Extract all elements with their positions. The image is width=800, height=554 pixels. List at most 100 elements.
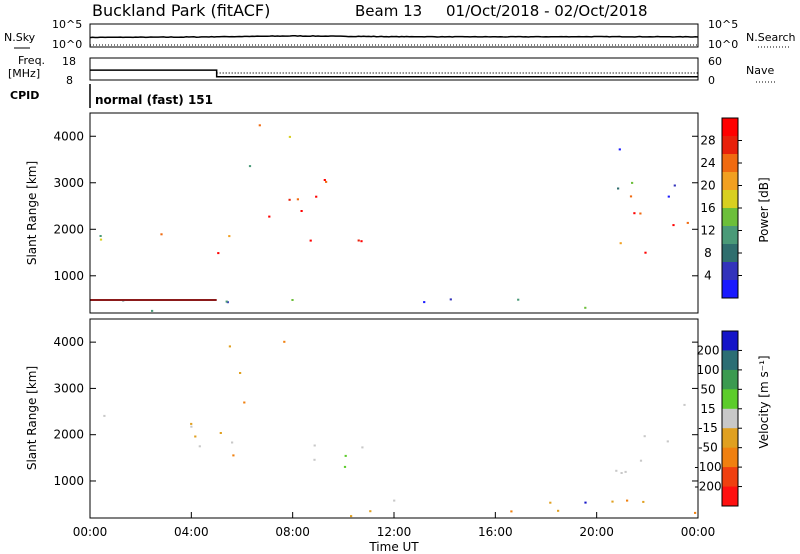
velocity-colorbar-tick-label: 100 [697, 363, 720, 377]
velocity-pixel [694, 511, 697, 514]
velocity-ylabel: Slant Range [km] [25, 366, 39, 470]
velocity-y-ticks: 1000 2000 3000 4000 [53, 335, 698, 488]
velocity-colorbar-swatch [722, 447, 738, 468]
velocity-colorbar-frame [721, 330, 739, 507]
velocity-pixel [624, 470, 627, 473]
beam-label: Beam 13 [355, 2, 422, 20]
sky-noise-panel [89, 23, 699, 48]
velocity-pixel [350, 515, 353, 518]
cpid-label: CPID [10, 89, 39, 102]
velocity-pixel [219, 432, 222, 434]
search-label: N.Search [746, 31, 796, 44]
nave-tick-top: 60 [708, 55, 722, 68]
velocity-panel-frame [90, 319, 698, 518]
power-pixel [300, 210, 303, 212]
velocity-colorbar-swatch [722, 428, 738, 449]
velocity-colorbar-tick-label: 200 [697, 343, 720, 357]
power-pixel [360, 240, 363, 243]
power-colorbar-swatch [722, 226, 738, 245]
power-pixel [423, 301, 426, 304]
power-pixel [667, 195, 670, 198]
power-colorbar-swatch [722, 172, 738, 191]
velocity-pixel [510, 510, 513, 513]
nave-label: Nave [746, 64, 774, 77]
velocity-pixel [557, 509, 560, 512]
power-pixel [325, 180, 328, 183]
power-pixel [357, 239, 360, 242]
power-colorbar-label: Power [dB] [757, 177, 771, 242]
frequency-panel [89, 57, 699, 81]
power-ylabel: Slant Range [km] [25, 161, 39, 265]
search-tick-top-right: 10^5 [708, 18, 738, 31]
velocity-pixel [361, 446, 364, 449]
power-pixel [248, 165, 252, 168]
nave-tick-bottom: 0 [708, 74, 715, 87]
freq-tick-bottom: 8 [66, 74, 73, 87]
velocity-x-ticks: 00:00 04:00 08:00 12:00 16:00 20:00 00:00 [73, 512, 715, 539]
power-panel-border [89, 112, 699, 314]
power-colorbar-swatch [722, 154, 738, 173]
x-tick-label: 16:00 [478, 525, 513, 539]
power-pixel [296, 198, 299, 201]
velocity-pixel [639, 459, 643, 462]
power-pixel [228, 235, 231, 238]
velocity-pixel [615, 469, 618, 472]
power-pixel [617, 187, 620, 190]
velocity-colorbar-swatch [722, 369, 738, 390]
velocity-colorbar-tick-label: -100 [694, 460, 721, 474]
velocity-pixel [313, 444, 316, 447]
velocity-pixel [194, 435, 197, 438]
power-y-ticks: 1000 2000 3000 4000 [53, 129, 698, 283]
velocity-pixel [642, 500, 645, 503]
power-panel-frame [90, 113, 698, 313]
power-pixel [315, 195, 318, 198]
velocity-colorbar-tick-label: -50 [698, 441, 718, 455]
x-tick-label: 12:00 [377, 525, 412, 539]
velocity-data-layer [103, 340, 697, 518]
velocity-panel: 1000 2000 3000 4000 00:00 04:00 08:00 12:00 16:… [25, 318, 715, 554]
velocity-pixel [666, 440, 669, 443]
power-pixel [323, 179, 326, 181]
time-axis-label: Time UT [368, 540, 419, 554]
velocity-pixel [683, 403, 686, 406]
velocity-pixel [283, 340, 286, 343]
power-colorbar: 4 8 12 16 20 24 28 [700, 117, 742, 299]
power-pixel [151, 309, 154, 312]
power-pixel [686, 221, 689, 224]
power-y-tick-label: 1000 [53, 269, 84, 283]
power-pixel [288, 135, 291, 138]
sky-tick-bottom-left: 10^0 [52, 38, 82, 51]
velocity-pixel [626, 499, 629, 502]
velocity-colorbar-swatch [722, 331, 738, 351]
power-pixel [631, 181, 634, 184]
power-colorbar-tick-label: 4 [704, 269, 712, 283]
power-y-tick-label: 3000 [53, 176, 84, 190]
power-pixel [268, 215, 271, 218]
power-pixel [644, 251, 647, 254]
power-pixel [633, 212, 636, 215]
velocity-pixel [549, 501, 552, 504]
power-colorbar-tick-label: 8 [704, 246, 712, 260]
x-tick-label: 00:00 [73, 525, 108, 539]
velocity-pixel [198, 445, 201, 448]
freq-label: Freq. [18, 54, 45, 67]
power-pixel [449, 298, 452, 301]
velocity-colorbar-swatch [722, 467, 738, 487]
power-y-tick-label: 4000 [53, 129, 84, 143]
velocity-pixel [344, 454, 347, 457]
power-pixel [584, 306, 587, 309]
velocity-y-tick-label: 3000 [53, 381, 84, 395]
x-tick-label: 08:00 [275, 525, 310, 539]
velocity-colorbar-swatch [722, 408, 738, 429]
power-colorbar-swatch [722, 280, 738, 299]
power-pixel [258, 124, 261, 127]
power-pixel [618, 148, 621, 151]
velocity-colorbar-swatch [722, 389, 738, 410]
power-colorbar-swatch [722, 118, 738, 137]
power-pixel [672, 224, 675, 227]
velocity-pixel [228, 345, 231, 348]
power-pixel [288, 198, 291, 201]
velocity-pixel [643, 435, 646, 438]
velocity-pixel [584, 501, 587, 504]
